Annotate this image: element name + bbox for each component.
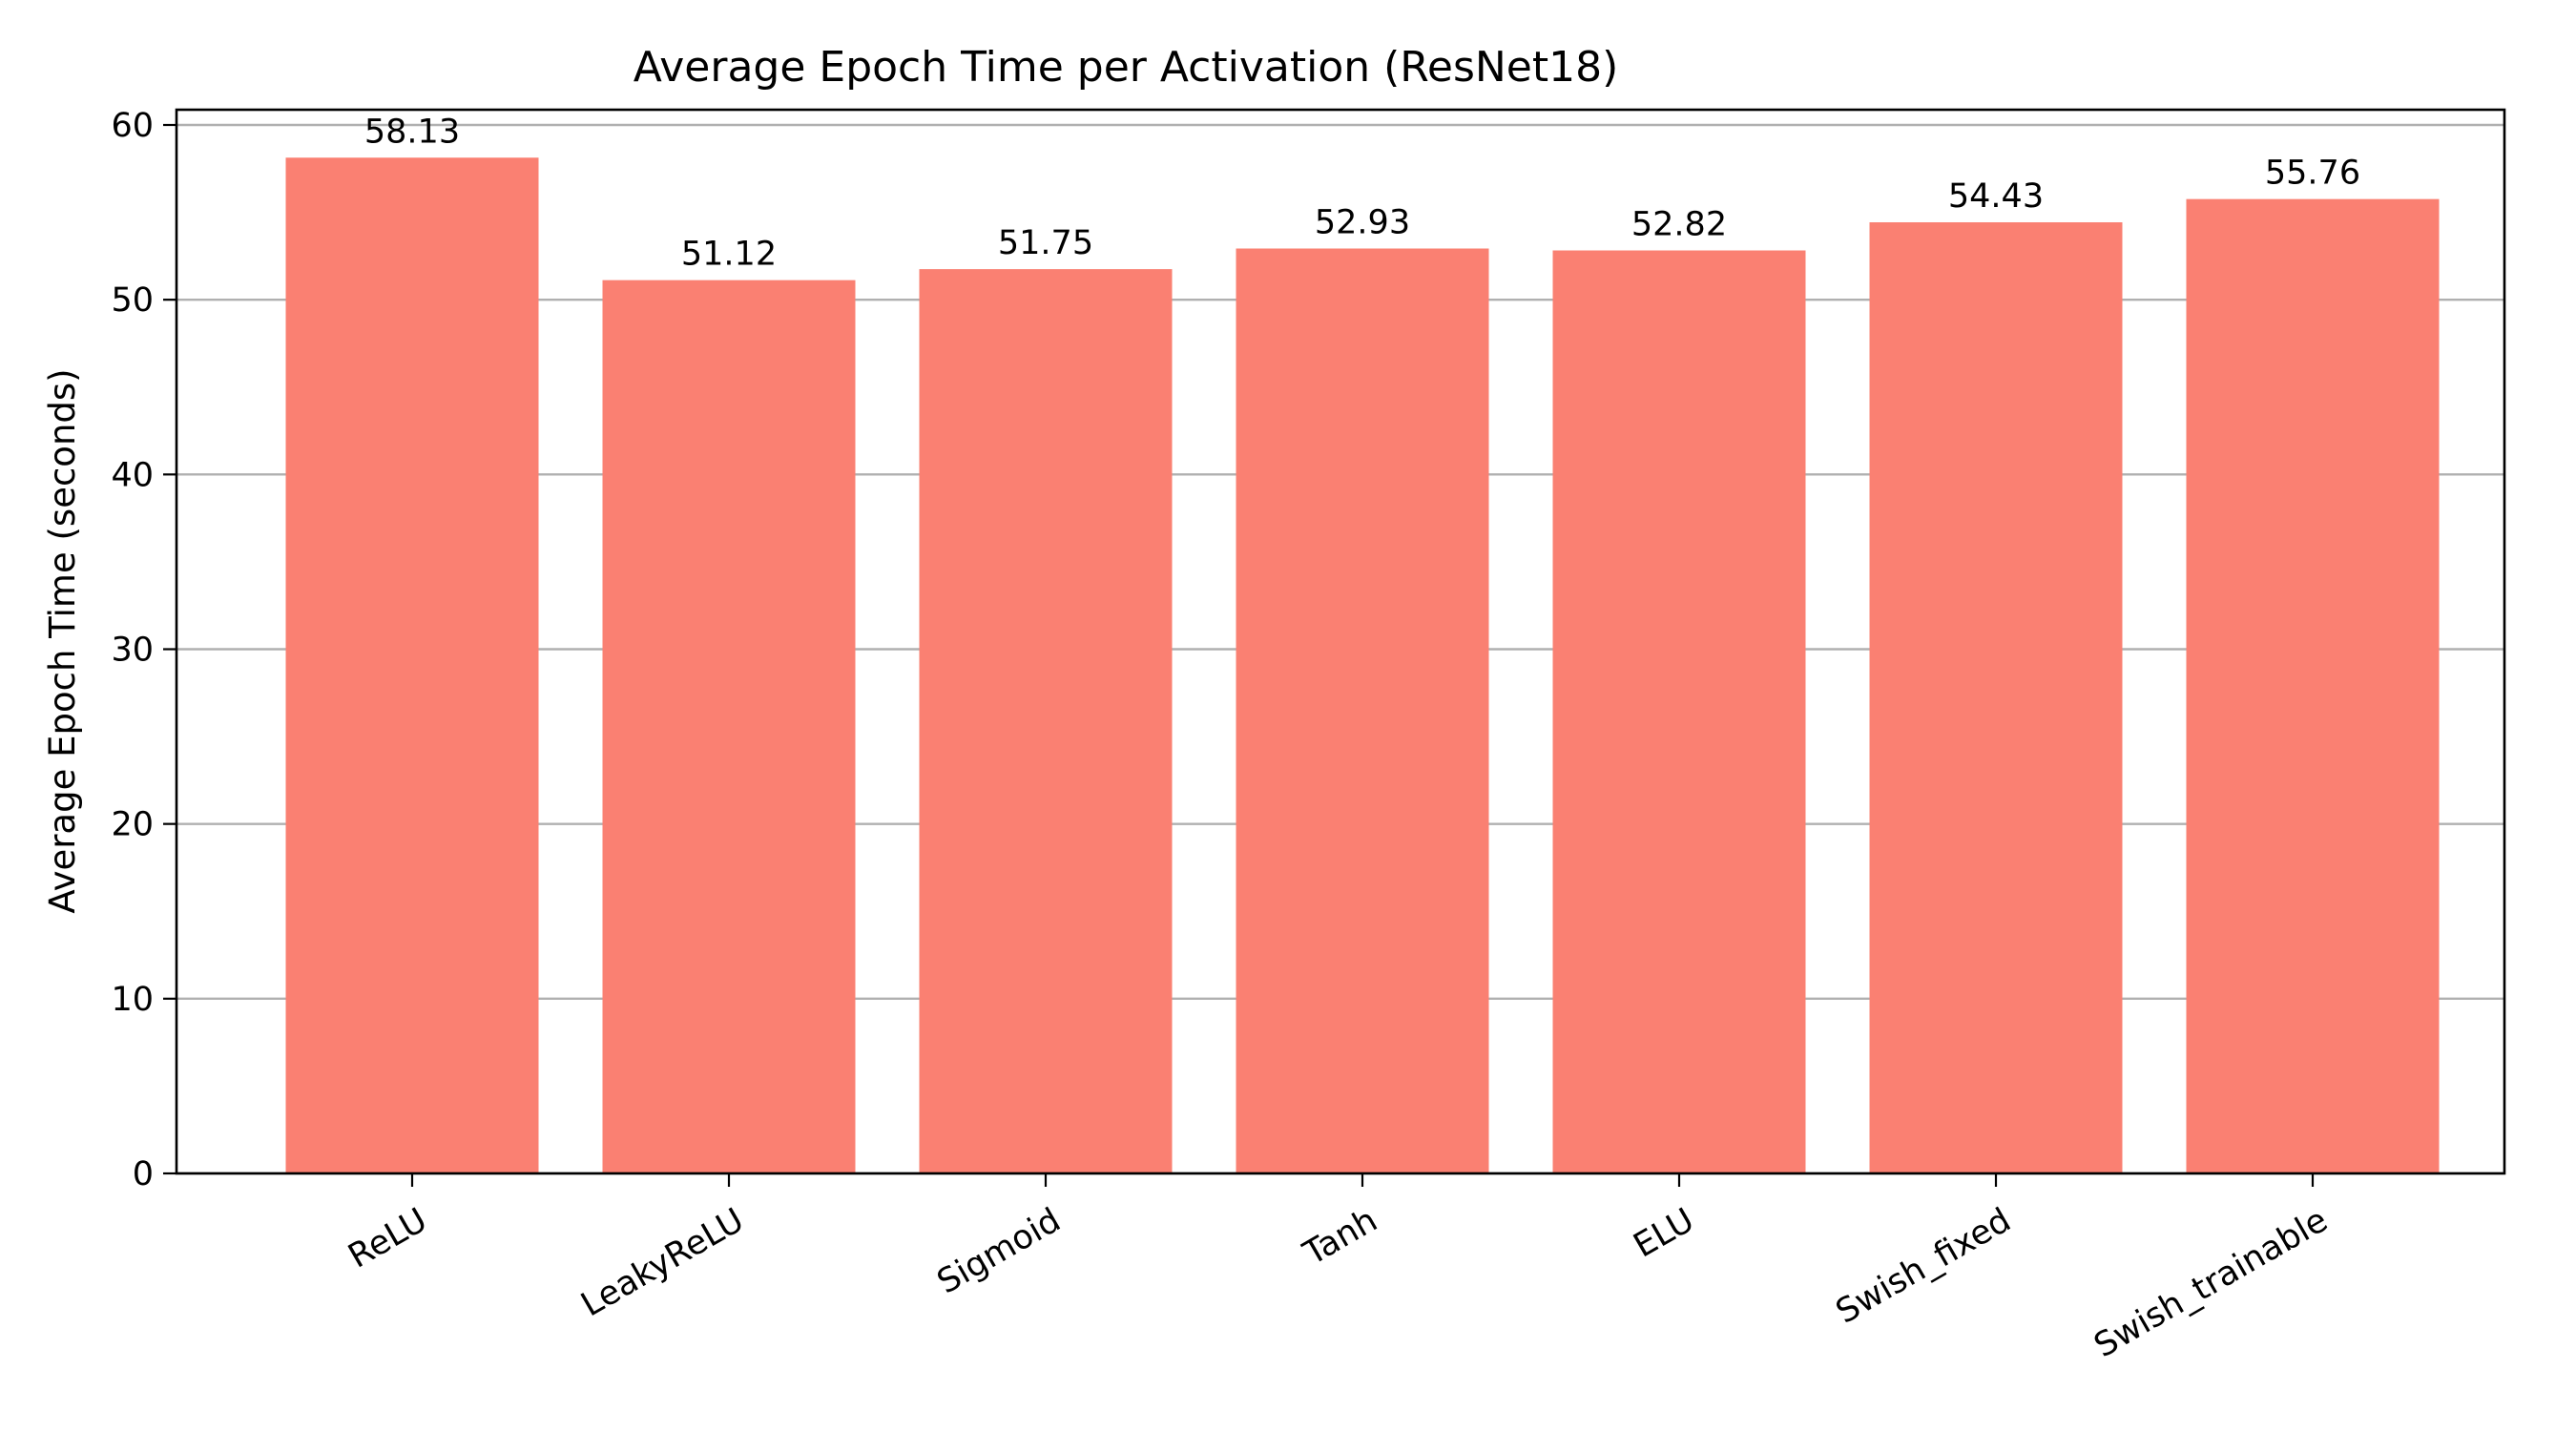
bars: [285, 157, 2440, 1174]
chart-title: Average Epoch Time per Activation (ResNe…: [634, 43, 1619, 92]
x-tick-label: Sigmoid: [931, 1201, 1068, 1301]
bar-value-label: 58.13: [364, 113, 460, 151]
y-tick-label: 0: [133, 1155, 154, 1193]
plot-frame: [175, 108, 2506, 1175]
y-tick-label: 40: [111, 456, 154, 494]
x-tick-label: Tanh: [1297, 1201, 1383, 1274]
bar-value-label: 54.43: [1948, 177, 2044, 216]
x-tick-label: ReLU: [343, 1201, 434, 1275]
y-tick-label: 50: [111, 281, 154, 320]
bar: [1552, 250, 1806, 1173]
bar: [919, 269, 1173, 1173]
y-axis: 0 10 20 30 40 50 60: [111, 107, 177, 1193]
data-labels: 58.13 51.12 51.75 52.93 52.82 54.43 55.76: [364, 113, 2360, 273]
bar-value-label: 55.76: [2265, 155, 2360, 193]
x-axis: ReLU LeakyReLU Sigmoid Tanh ELU Swish_fixed Sw…: [343, 1173, 2335, 1365]
bar: [2186, 198, 2440, 1174]
y-tick-label: 10: [111, 981, 154, 1019]
x-tick-label: LeakyReLU: [575, 1201, 751, 1324]
bar-value-label: 52.93: [1315, 203, 1410, 241]
x-tick-label: Swish_trainable: [2088, 1201, 2334, 1365]
y-tick-label: 20: [111, 806, 154, 844]
y-tick-label: 60: [111, 107, 154, 145]
bar-value-label: 51.75: [998, 224, 1093, 262]
bar: [1236, 248, 1489, 1173]
bar-value-label: 52.82: [1631, 206, 1727, 244]
bar: [1869, 222, 2123, 1174]
y-axis-label: Average Epoch Time (seconds): [42, 368, 83, 913]
bar: [285, 157, 539, 1173]
y-tick-label: 30: [111, 632, 154, 670]
x-tick-label: Swish_fixed: [1830, 1201, 2018, 1332]
bar-value-label: 51.12: [681, 236, 777, 274]
bar: [602, 280, 856, 1174]
x-tick-label: ELU: [1628, 1201, 1701, 1265]
